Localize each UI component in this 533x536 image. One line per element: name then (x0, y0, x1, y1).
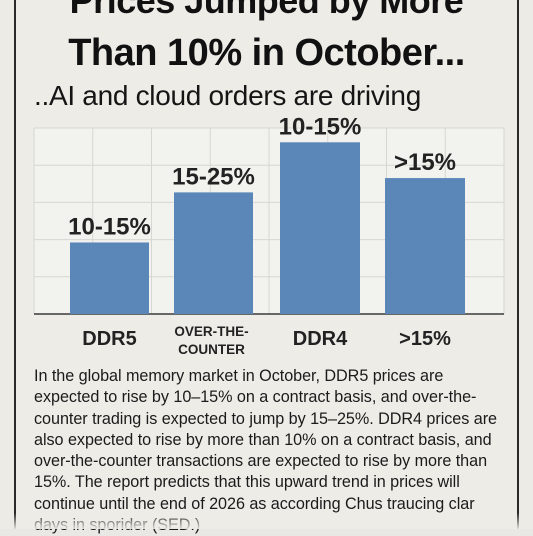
article-paragraph: In the global memory market in October, … (34, 367, 497, 534)
headline-line-2: Than 10% in October... (68, 32, 465, 74)
bar-chart: 10-15% DDR5 15-25% OVER-THE- COUNTER 10-15% DD… (33, 113, 505, 357)
bar-value-label-1: 15-25% (172, 163, 255, 190)
bar-2 (280, 142, 360, 314)
bar-0 (70, 242, 149, 314)
category-label-3: >15% (399, 328, 451, 350)
headline-line-1: Prices Jumped by More (69, 0, 464, 21)
bar-value-label-3: >15% (394, 149, 456, 176)
category-label-1-line-1: OVER-THE- (174, 324, 248, 339)
subheadline: ..AI and cloud orders are driving (34, 80, 421, 111)
category-label-0: DDR5 (82, 328, 136, 350)
category-label-1-line-2: COUNTER (178, 342, 245, 357)
chart-area: 10-15% DDR5 15-25% OVER-THE- COUNTER 10-15% DD… (33, 113, 505, 368)
bar-3 (385, 178, 465, 314)
paragraph-fade-mask (14, 513, 519, 529)
category-label-2: DDR4 (293, 328, 348, 350)
bar-value-label-2: 10-15% (279, 113, 362, 140)
bar-value-label-0: 10-15% (68, 213, 151, 240)
bar-1 (174, 192, 253, 314)
